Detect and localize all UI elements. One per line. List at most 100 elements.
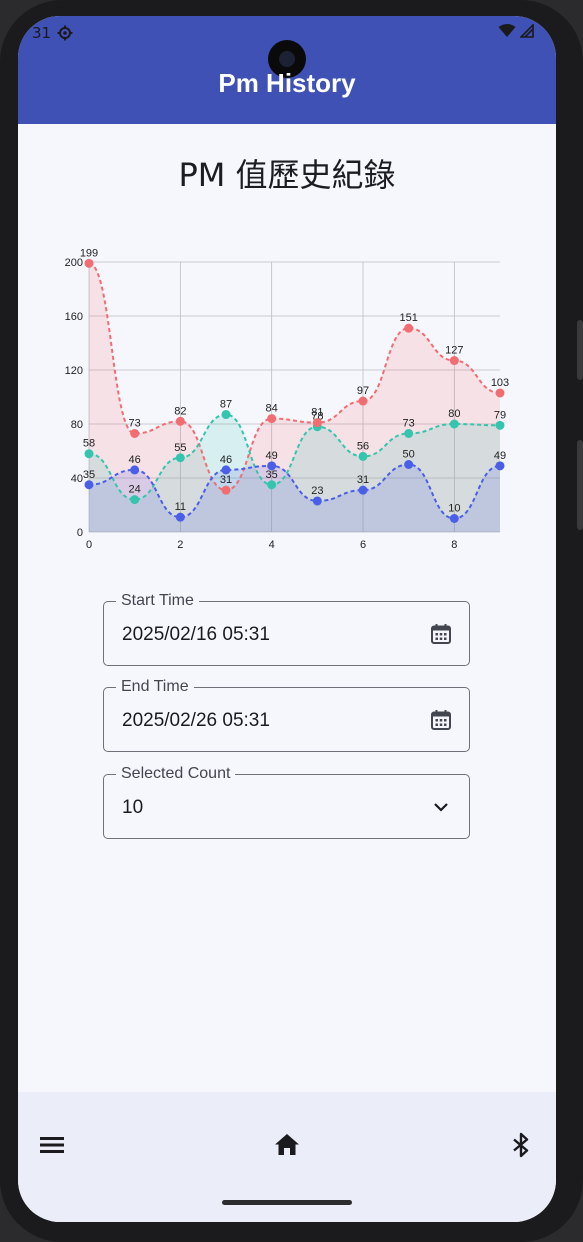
series-area-PM10 bbox=[89, 263, 500, 532]
data-label-PM10: 84 bbox=[266, 403, 278, 415]
data-point-PM10 bbox=[221, 485, 231, 495]
data-label-PM2.5: 55 bbox=[174, 442, 186, 454]
end-time-value: 2025/02/26 05:31 bbox=[122, 710, 270, 731]
app-title: Pm History bbox=[218, 68, 356, 98]
data-point-PM1.0 bbox=[267, 461, 277, 471]
data-label-PM10: 151 bbox=[399, 312, 417, 324]
power-button bbox=[577, 440, 583, 530]
calendar-icon[interactable] bbox=[429, 708, 453, 732]
data-label-PM10: 31 bbox=[220, 474, 232, 486]
data-point-PM10 bbox=[312, 418, 322, 428]
data-point-PM1.0 bbox=[221, 465, 231, 475]
data-point-PM10 bbox=[130, 428, 140, 438]
series-area-PM2.5 bbox=[89, 414, 500, 532]
data-label-PM2.5: 87 bbox=[220, 399, 232, 411]
end-time-label: End Time bbox=[116, 677, 194, 697]
status-bar-left: 31 bbox=[32, 24, 73, 42]
data-label-PM1.0: 35 bbox=[83, 469, 95, 481]
data-point-PM1.0 bbox=[358, 485, 368, 495]
start-time-label: Start Time bbox=[116, 591, 199, 611]
data-label-PM2.5: 79 bbox=[494, 409, 506, 421]
menu-icon[interactable] bbox=[36, 1129, 68, 1161]
data-point-PM1.0 bbox=[84, 480, 94, 490]
data-label-PM1.0: 31 bbox=[357, 474, 369, 486]
y-tick-label: 0 bbox=[77, 527, 83, 539]
front-camera bbox=[268, 40, 306, 78]
data-label-PM1.0: 10 bbox=[448, 503, 460, 515]
data-label-PM2.5: 58 bbox=[83, 438, 95, 450]
data-label-PM10: 97 bbox=[357, 385, 369, 397]
data-label-PM1.0: 11 bbox=[175, 501, 186, 513]
y-tick-label: 40 bbox=[71, 473, 83, 485]
data-label-PM10: 127 bbox=[445, 345, 463, 357]
data-point-PM10 bbox=[449, 356, 459, 366]
page-title: PM 值歷史紀錄 bbox=[178, 156, 396, 194]
x-tick-label: 6 bbox=[360, 539, 366, 551]
series-line-PM1.0 bbox=[88, 463, 501, 520]
x-tick-label: 2 bbox=[177, 539, 183, 551]
data-point-PM1.0 bbox=[130, 465, 140, 475]
data-point-PM10 bbox=[175, 416, 185, 426]
data-point-PM10 bbox=[84, 258, 94, 268]
app-bar: 31 Pm His bbox=[18, 16, 556, 124]
data-label-PM10: 199 bbox=[80, 247, 98, 259]
data-point-PM10 bbox=[404, 323, 414, 333]
status-time: 31 bbox=[32, 24, 52, 42]
data-point-PM1.0 bbox=[404, 460, 414, 469]
data-label-PM10: 82 bbox=[174, 405, 186, 417]
selected-count-value: 10 bbox=[122, 797, 144, 818]
data-point-PM2.5 bbox=[267, 480, 277, 490]
data-label-PM1.0: 49 bbox=[266, 450, 278, 462]
data-point-PM1.0 bbox=[175, 512, 185, 522]
data-point-PM2.5 bbox=[449, 419, 459, 429]
data-label-PM2.5: 24 bbox=[129, 484, 141, 496]
x-tick-label: 8 bbox=[451, 539, 457, 551]
data-point-PM2.5 bbox=[84, 449, 94, 459]
data-label-PM1.0: 23 bbox=[311, 485, 323, 497]
selected-count-label: Selected Count bbox=[116, 764, 236, 784]
start-time-value: 2025/02/16 05:31 bbox=[122, 624, 270, 645]
data-label-PM1.0: 49 bbox=[494, 450, 506, 462]
data-label-PM2.5: 35 bbox=[266, 469, 278, 481]
data-point-PM2.5 bbox=[358, 451, 368, 461]
gear-icon bbox=[57, 25, 73, 41]
data-point-PM1.0 bbox=[495, 461, 505, 471]
selected-count-dropdown[interactable]: Selected Count 10 bbox=[103, 764, 470, 839]
data-point-PM1.0 bbox=[449, 514, 459, 523]
chevron-down-icon[interactable] bbox=[429, 795, 453, 819]
y-tick-label: 200 bbox=[65, 257, 83, 269]
start-time-field[interactable]: Start Time 2025/02/16 05:31 bbox=[103, 591, 470, 666]
y-tick-label: 80 bbox=[71, 419, 83, 431]
home-icon[interactable] bbox=[271, 1129, 303, 1161]
wifi-icon bbox=[498, 24, 516, 37]
data-label-PM1.0: 46 bbox=[220, 454, 232, 466]
data-label-PM10: 103 bbox=[491, 377, 509, 389]
data-label-PM1.0: 46 bbox=[129, 454, 141, 466]
data-label-PM10: 73 bbox=[129, 417, 141, 429]
home-indicator bbox=[222, 1200, 352, 1205]
signal-icon bbox=[520, 24, 534, 38]
data-point-PM10 bbox=[267, 414, 277, 424]
data-point-PM2.5 bbox=[404, 428, 414, 438]
data-point-PM2.5 bbox=[130, 495, 140, 505]
data-point-PM2.5 bbox=[175, 453, 185, 463]
data-label-PM2.5: 56 bbox=[357, 440, 369, 452]
y-tick-label: 120 bbox=[65, 365, 83, 377]
data-point-PM10 bbox=[495, 388, 505, 398]
bluetooth-icon[interactable] bbox=[505, 1129, 537, 1161]
volume-button bbox=[577, 320, 583, 380]
data-point-PM2.5 bbox=[221, 410, 231, 420]
screen: 31 Pm His bbox=[18, 16, 556, 1222]
y-tick-label: 160 bbox=[65, 311, 83, 323]
status-bar-right bbox=[498, 24, 534, 38]
x-tick-label: 4 bbox=[269, 539, 275, 551]
data-point-PM1.0 bbox=[312, 496, 322, 506]
x-tick-label: 0 bbox=[86, 539, 92, 551]
data-label-PM2.5: 73 bbox=[403, 417, 415, 429]
series-area-PM1.0 bbox=[89, 464, 500, 532]
calendar-icon[interactable] bbox=[429, 622, 453, 646]
end-time-field[interactable]: End Time 2025/02/26 05:31 bbox=[103, 677, 470, 752]
data-label-PM1.0: 50 bbox=[403, 449, 415, 461]
